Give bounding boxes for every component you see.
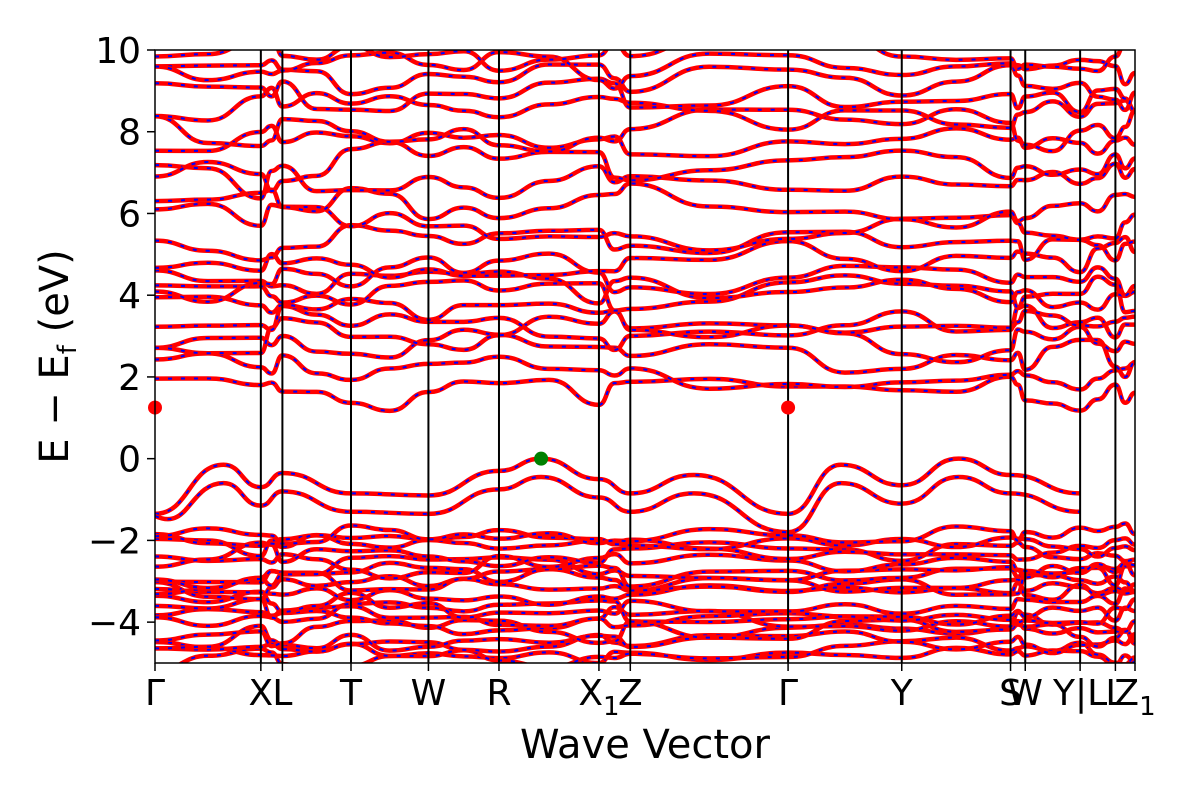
band-dash-27 — [155, 274, 1135, 314]
marker-cbm-1 — [781, 400, 796, 415]
band-dash-16 — [155, 534, 1135, 561]
band-dash-25 — [155, 304, 1135, 351]
x-tick-label-0: Γ — [145, 673, 165, 714]
y-tick-label-5: 6 — [118, 194, 141, 235]
band-line-20 — [155, 474, 1081, 535]
kpoint-lines — [259, 50, 1117, 663]
x-tick-label-9: Y — [890, 673, 914, 714]
y-tick-label-1: −2 — [88, 521, 141, 562]
band-dash-36 — [155, 124, 1135, 158]
band-dash-33 — [155, 182, 1135, 229]
extremum-markers — [148, 400, 796, 466]
band-dash-31 — [155, 224, 1135, 262]
y-axis-label: E − Ef (eV) — [32, 249, 83, 464]
y-tick-label-3: 2 — [118, 358, 141, 399]
band-line-39 — [155, 76, 1135, 115]
band-dash-3 — [155, 620, 1135, 652]
band-dash-41 — [155, 51, 1135, 90]
band-line-13 — [155, 553, 1135, 591]
band-line-38 — [155, 85, 1135, 132]
band-dash-29 — [155, 252, 1135, 303]
x-tick-label-2: L — [272, 673, 292, 714]
band-dash-22 — [155, 352, 1135, 391]
band-dash-23 — [155, 328, 1135, 378]
band-dash-17 — [155, 529, 1135, 558]
band-dash-7 — [155, 598, 1135, 625]
x-tick-label-8: Γ — [778, 673, 798, 714]
x-tick-label-10: S — [999, 673, 1022, 714]
x-tick-label-13: L — [1105, 673, 1125, 714]
y-axis-label-tail: (eV) — [32, 249, 78, 345]
band-dash-20 — [155, 476, 1081, 534]
x-tick-label-7: Z — [618, 673, 643, 714]
plot-frame — [154, 49, 1136, 664]
x-tick-label-3: T — [339, 673, 363, 714]
band-dash-37 — [155, 108, 1135, 153]
y-tick-label-0: −4 — [88, 603, 141, 644]
marker-vbm-2 — [534, 451, 549, 466]
band-line-36 — [155, 123, 1135, 159]
band-dash-42 — [155, 50, 1122, 73]
y-axis-label-sub: f — [53, 344, 83, 354]
band-dash-9 — [155, 582, 1135, 606]
y-axis-ticks: −4 −2 0 2 4 6 8 10 — [88, 31, 155, 644]
x-tick-label-1: X — [249, 673, 274, 714]
x-axis-label: Wave Vector — [520, 722, 771, 768]
band-lines — [155, 50, 1135, 663]
x-tick-label-5: R — [486, 673, 511, 714]
x-tick-label-14: Z1 — [1114, 673, 1155, 722]
band-dash-21 — [155, 375, 1135, 412]
y-axis-label-main: E − E — [32, 354, 78, 464]
y-tick-label-7: 10 — [95, 31, 141, 72]
band-dash-40 — [155, 59, 1135, 111]
band-line-8 — [155, 586, 1135, 620]
band-line-15 — [155, 540, 1135, 569]
band-line-37 — [155, 106, 1135, 154]
y-tick-label-4: 4 — [118, 276, 141, 317]
band-dash-30 — [155, 236, 1135, 279]
x-tick-label-11: W — [1007, 673, 1043, 714]
band-dash-35 — [155, 140, 1135, 193]
band-dash-18 — [155, 522, 1135, 545]
band-dash-28 — [155, 269, 1135, 311]
x-tick-label-12: Y|L — [1052, 673, 1107, 714]
band-line-24 — [155, 309, 1135, 365]
y-tick-label-2: 0 — [118, 440, 141, 481]
band-dash-19 — [155, 457, 1081, 515]
band-dash-14 — [155, 553, 1135, 580]
x-tick-label-4: W — [411, 673, 447, 714]
band-dash-10 — [155, 575, 1135, 601]
x-tick-subscript-14: 1 — [1139, 692, 1156, 722]
band-dash-39 — [155, 77, 1135, 114]
x-tick-subscript-6: 1 — [603, 692, 620, 722]
band-dash-32 — [155, 202, 1135, 252]
band-line-26 — [155, 294, 1135, 340]
y-tick-label-6: 8 — [118, 113, 141, 154]
x-tick-label-6: X1 — [578, 673, 619, 722]
